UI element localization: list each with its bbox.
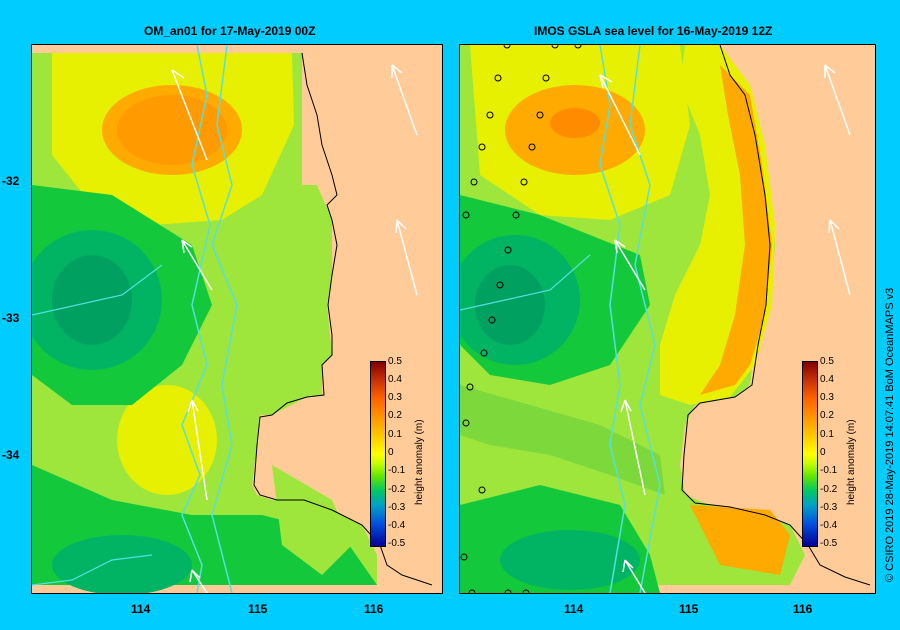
colorbar-label: height anomaly (m) [414,419,425,505]
x-tick-label: 114 [131,602,151,616]
colorbar-tick: -0.2 [820,484,838,495]
current-vectors [599,64,851,593]
y-tick-label: -33 [2,311,20,325]
colorbar-label: height anomaly (m) [846,419,857,505]
contour-yellow-mid [117,385,217,495]
x-tick-label: 115 [679,602,699,616]
colorbar-tick: 0.2 [820,410,834,421]
credit-text: © CSIRO 2019 28-May-2019 14:07:41 BoM Oc… [884,287,896,582]
colorbar-tick: -0.5 [820,538,838,549]
colorbar-tick: 0.1 [388,429,402,440]
colorbar-tick: 0 [820,447,826,458]
colorbar-tick: 0.1 [820,429,834,440]
colorbar-tick: 0.5 [388,356,402,367]
coastline [253,52,433,586]
colorbar-tick: 0 [388,447,394,458]
colorbar-tick: 0.3 [820,392,834,403]
colorbar-tick: -0.5 [388,538,406,549]
right-map-panel [459,44,876,594]
colorbar-tick: -0.4 [388,520,406,531]
colorbar-tick: 0.3 [388,392,402,403]
colorbar-tick: 0.2 [388,410,402,421]
colorbar-tick: -0.1 [820,465,838,476]
colorbar-tick: 0.4 [388,374,402,385]
y-tick-label: -34 [2,448,20,462]
bathymetry-line [181,45,211,593]
right-panel-title: IMOS GSLA sea level for 16-May-2019 12Z [534,24,773,38]
left-map-panel [31,44,443,594]
colorbar-tick: -0.4 [820,520,838,531]
altimetry-track-dots [460,45,582,593]
x-tick-label: 116 [793,602,813,616]
left-colorbar [370,361,386,547]
colorbar-tick: 0.4 [820,374,834,385]
x-tick-label: 114 [564,602,584,616]
colorbar-tick: 0.5 [820,356,834,367]
colorbar-tick: -0.3 [388,502,406,513]
x-tick-label: 115 [248,602,268,616]
contour-high-coast [700,65,772,395]
coastline [681,45,871,586]
x-tick-label: 116 [364,602,384,616]
colorbar-tick: -0.3 [820,502,838,513]
colorbar-tick: -0.2 [388,484,406,495]
bathymetry-line [599,45,626,593]
current-vectors [171,64,418,593]
y-tick-label: -32 [2,174,20,188]
left-panel-title: OM_an01 for 17-May-2019 00Z [144,24,316,38]
right-colorbar [802,361,818,547]
colorbar-tick: -0.1 [388,465,406,476]
